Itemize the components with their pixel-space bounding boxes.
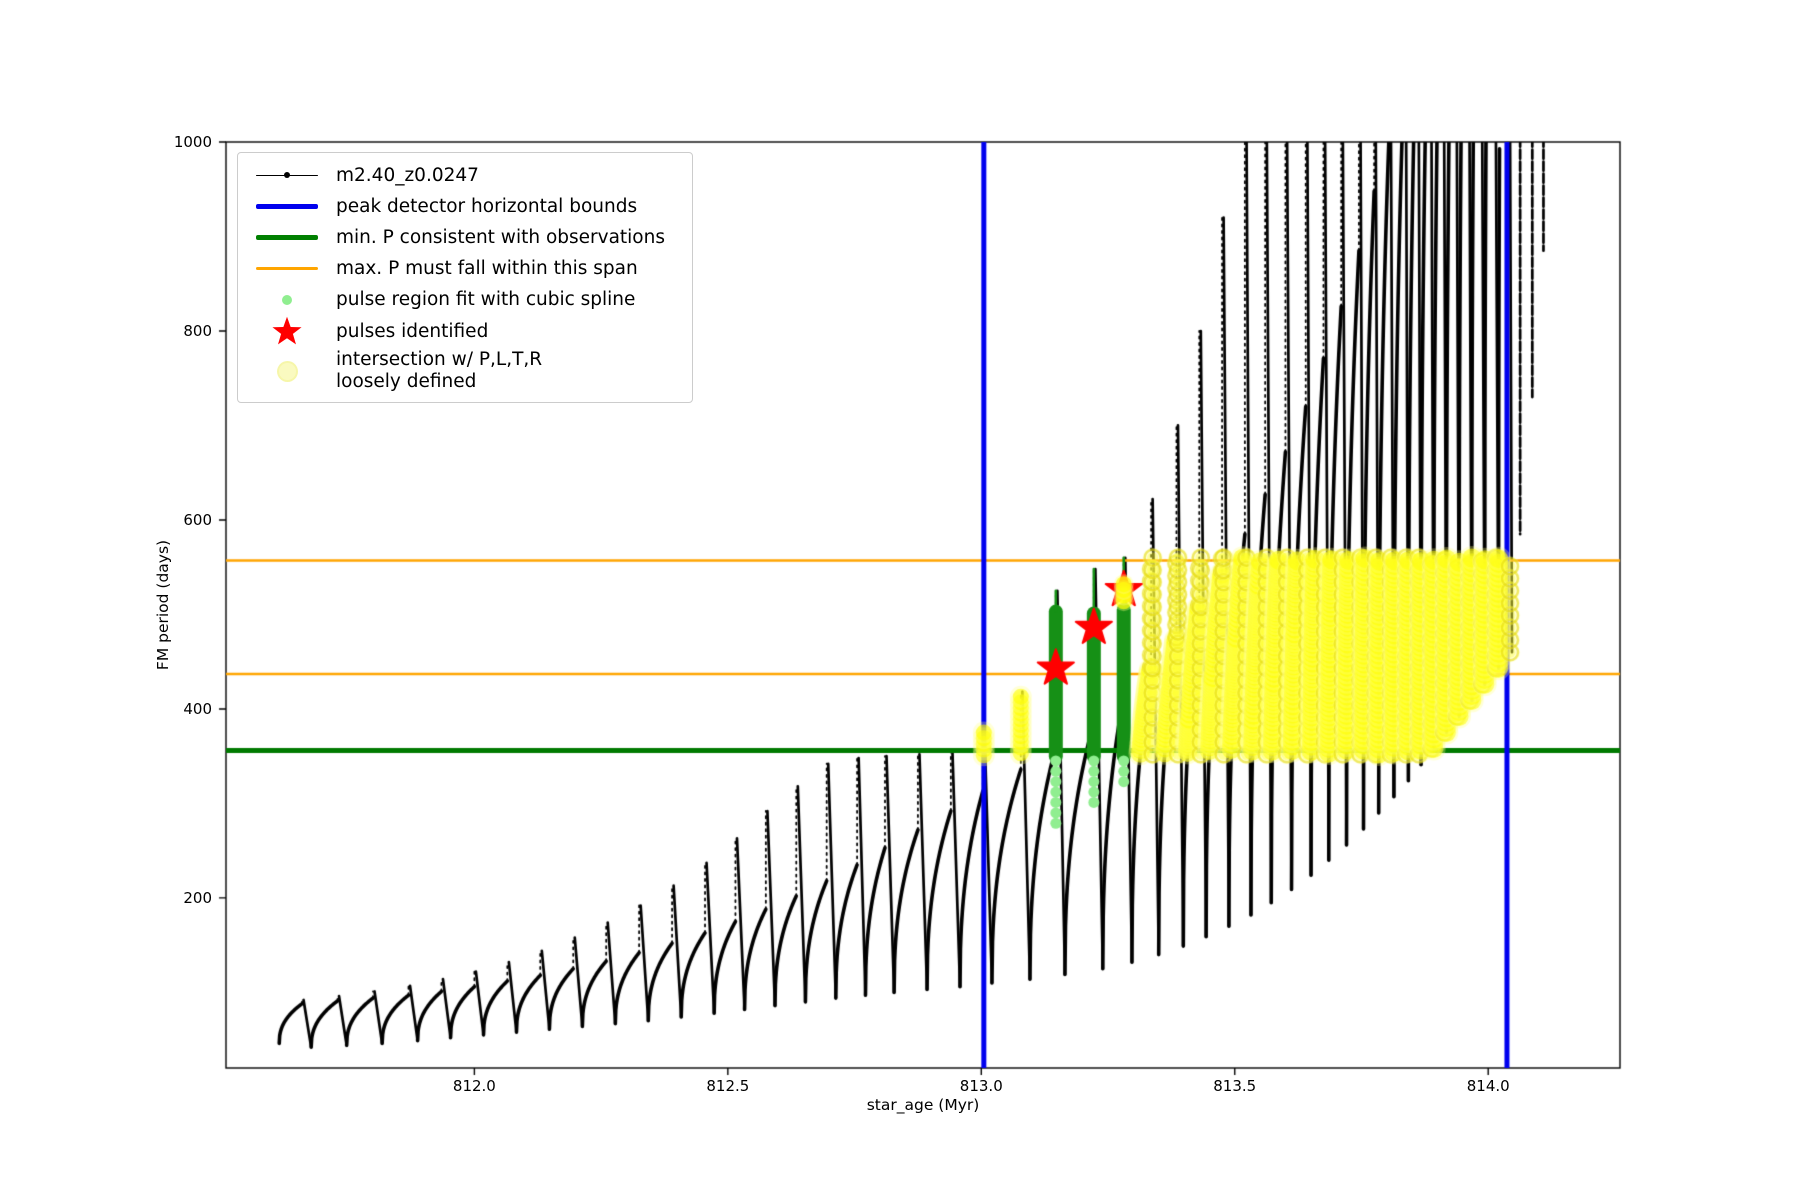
y-tick-label: 400: [183, 699, 212, 718]
x-tick-label: 812.5: [706, 1077, 750, 1095]
legend: m2.40_z0.0247 peak detector horizontal b…: [237, 152, 693, 403]
legend-item-pulse-region: pulse region fit with cubic spline: [248, 284, 682, 315]
y-tick-label: 200: [183, 888, 212, 907]
orange-line-swatch: [248, 267, 326, 270]
x-axis-label: star_age (Myr): [866, 1096, 980, 1114]
legend-item-min-p: min. P consistent with observations: [248, 222, 682, 253]
y-tick-label: 600: [183, 510, 212, 529]
legend-item-series: m2.40_z0.0247: [248, 160, 682, 191]
legend-item-intersection: intersection w/ P,L,T,R loosely defined: [248, 349, 682, 393]
y-tick-label: 1000: [173, 133, 212, 151]
y-tick-label: 800: [183, 321, 212, 340]
x-tick-label: 813.0: [959, 1077, 1003, 1095]
lightgreen-dot-swatch: [248, 294, 326, 305]
legend-item-pulses: pulses identified: [248, 315, 682, 349]
series-line-swatch: [248, 172, 326, 179]
x-tick-label: 814.0: [1466, 1077, 1510, 1095]
red-star-icon: [248, 315, 326, 349]
legend-item-max-p: max. P must fall within this span: [248, 253, 682, 284]
yellow-dot-swatch: [248, 362, 326, 380]
legend-item-peak-bounds: peak detector horizontal bounds: [248, 191, 682, 222]
x-tick-label: 813.5: [1213, 1077, 1257, 1095]
green-line-swatch: [248, 235, 326, 240]
y-axis-label: FM period (days): [154, 539, 172, 671]
blue-line-swatch: [248, 204, 326, 209]
x-tick-label: 812.0: [452, 1077, 496, 1095]
